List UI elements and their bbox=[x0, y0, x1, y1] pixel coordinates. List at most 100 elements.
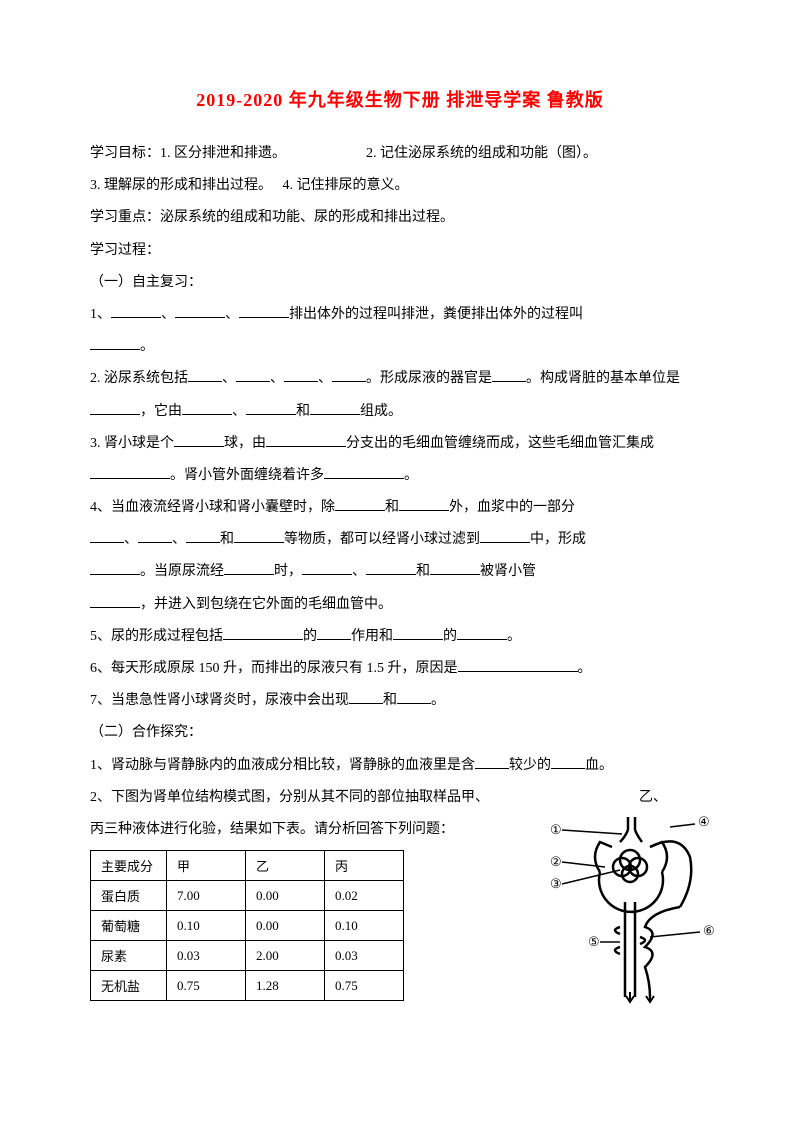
label-6: ⑥ bbox=[703, 923, 715, 938]
process-label: 学习过程： bbox=[90, 235, 710, 267]
q2-b2: 、 bbox=[270, 371, 284, 386]
blank bbox=[399, 496, 449, 511]
cq2-b: 乙、 bbox=[639, 790, 667, 805]
section-2-header: （二）合作探究： bbox=[90, 717, 710, 749]
q4-f: 中，形成 bbox=[530, 532, 586, 547]
question-2: 2. 泌尿系统包括、、、。形成尿液的器官是。构成肾脏的基本单位是，它由、和组成。 bbox=[90, 363, 710, 427]
q4-k: ，并进入到包绕在它外面的毛细血管中。 bbox=[140, 597, 392, 612]
blank bbox=[551, 754, 585, 769]
cell: 0.03 bbox=[325, 941, 404, 971]
goal-2: 2. 记住泌尿系统的组成和功能（图）。 bbox=[366, 146, 597, 161]
blank bbox=[186, 528, 220, 543]
q2-b1: 、 bbox=[222, 371, 236, 386]
q4-d1: 、 bbox=[124, 532, 138, 547]
question-1: 1、、、排出体外的过程叫排泄，粪便排出体外的过程叫。 bbox=[90, 299, 710, 363]
blank bbox=[90, 560, 140, 575]
cq1-b: 较少的 bbox=[509, 758, 551, 773]
q4-d2: 、 bbox=[172, 532, 186, 547]
composition-table: 主要成分 甲 乙 丙 蛋白质 7.00 0.00 0.02 葡萄糖 0.10 0… bbox=[90, 850, 404, 1001]
label-3: ③ bbox=[550, 876, 562, 891]
blank bbox=[138, 528, 172, 543]
document-title: 2019-2020 年九年级生物下册 排泄导学案 鲁教版 bbox=[90, 86, 710, 112]
learning-goals-line2: 3. 理解尿的形成和排出过程。 4. 记住排尿的意义。 bbox=[90, 170, 710, 202]
q1-c: 、 bbox=[225, 307, 239, 322]
blank bbox=[224, 560, 274, 575]
blank bbox=[174, 432, 224, 447]
table-row: 尿素 0.03 2.00 0.03 bbox=[91, 941, 404, 971]
table-row: 无机盐 0.75 1.28 0.75 bbox=[91, 971, 404, 1001]
blank bbox=[90, 400, 140, 415]
blank bbox=[397, 689, 431, 704]
learning-focus: 学习重点：泌尿系统的组成和功能、尿的形成和排出过程。 bbox=[90, 202, 710, 234]
blank bbox=[310, 400, 360, 415]
th-c: 丙 bbox=[325, 851, 404, 881]
cell: 尿素 bbox=[91, 941, 167, 971]
cell: 0.75 bbox=[325, 971, 404, 1001]
q2-g: 组成。 bbox=[360, 404, 402, 419]
q3-d: 。肾小管外面缠绕着许多 bbox=[170, 468, 324, 483]
q4-e: 等物质，都可以经肾小球过滤到 bbox=[284, 532, 480, 547]
cq1-c: 血。 bbox=[585, 758, 613, 773]
focus-text: 泌尿系统的组成和功能、尿的形成和排出过程。 bbox=[160, 210, 454, 225]
worksheet-page: 2019-2020 年九年级生物下册 排泄导学案 鲁教版 学习目标：1. 区分排… bbox=[0, 0, 800, 1041]
blank bbox=[111, 303, 161, 318]
q4-a: 4、当血液流经肾小球和肾小囊壁时，除 bbox=[90, 500, 335, 515]
q2-c: 。形成尿液的器官是 bbox=[366, 371, 492, 386]
collab-question-2b: 丙三种液体进行化验，结果如下表。请分析回答下列问题： bbox=[90, 814, 510, 846]
q2-a: 2. 泌尿系统包括 bbox=[90, 371, 188, 386]
th-b: 乙 bbox=[246, 851, 325, 881]
goals-label: 学习目标： bbox=[90, 146, 160, 161]
q7-b: 和 bbox=[383, 693, 397, 708]
blank bbox=[90, 528, 124, 543]
blank bbox=[266, 432, 346, 447]
cell: 0.00 bbox=[246, 881, 325, 911]
q7-a: 7、当患急性肾小球肾炎时，尿液中会出现 bbox=[90, 693, 349, 708]
q3-b: 球，由 bbox=[224, 436, 266, 451]
q7-c: 。 bbox=[431, 693, 445, 708]
question-7: 7、当患急性肾小球肾炎时，尿液中会出现 和 。 bbox=[90, 685, 710, 717]
blank bbox=[284, 367, 318, 382]
q5-c: 作用和 bbox=[351, 629, 393, 644]
label-2: ② bbox=[550, 854, 562, 869]
goal-4: 4. 记住排尿的意义。 bbox=[283, 178, 409, 193]
blank bbox=[90, 593, 140, 608]
cell: 葡萄糖 bbox=[91, 911, 167, 941]
q4-h: 时， bbox=[274, 564, 302, 579]
q4-j: 被肾小管 bbox=[480, 564, 536, 579]
cell: 0.75 bbox=[167, 971, 246, 1001]
cq2-c: 丙三种液体进行化验，结果如下表。请分析回答下列问题： bbox=[90, 822, 454, 837]
blank bbox=[458, 657, 578, 672]
blank bbox=[90, 335, 140, 350]
cell: 7.00 bbox=[167, 881, 246, 911]
q6-a: 6、每天形成原尿 150 升，而排出的尿液只有 1.5 升，原因是 bbox=[90, 661, 458, 676]
blank bbox=[302, 560, 352, 575]
learning-goals-line1: 学习目标：1. 区分排泄和排遗。 2. 记住泌尿系统的组成和功能（图）。 bbox=[90, 138, 710, 170]
cell: 无机盐 bbox=[91, 971, 167, 1001]
q5-b: 的 bbox=[303, 629, 317, 644]
blank bbox=[492, 367, 526, 382]
blank bbox=[475, 754, 509, 769]
blank bbox=[182, 400, 232, 415]
blank bbox=[324, 464, 404, 479]
q5-a: 5、尿的形成过程包括 bbox=[90, 629, 223, 644]
blank bbox=[223, 625, 303, 640]
blank bbox=[90, 464, 170, 479]
cell: 0.02 bbox=[325, 881, 404, 911]
q2-f1: 、 bbox=[232, 404, 246, 419]
blank bbox=[335, 496, 385, 511]
table-row: 蛋白质 7.00 0.00 0.02 bbox=[91, 881, 404, 911]
label-5: ⑤ bbox=[588, 934, 600, 949]
label-4: ④ bbox=[698, 814, 710, 829]
goal-1: 1. 区分排泄和排遗。 bbox=[160, 146, 286, 161]
q1-a: 1、 bbox=[90, 307, 111, 322]
collab-question-1: 1、肾动脉与肾静脉内的血液成分相比较，肾静脉的血液里是含 较少的 血。 bbox=[90, 750, 710, 782]
q4-i2: 和 bbox=[416, 564, 430, 579]
cq1-a: 1、肾动脉与肾静脉内的血液成分相比较，肾静脉的血液里是含 bbox=[90, 758, 475, 773]
q3-e: 。 bbox=[404, 468, 418, 483]
cell: 0.10 bbox=[167, 911, 246, 941]
focus-label: 学习重点： bbox=[90, 210, 160, 225]
cell: 0.03 bbox=[167, 941, 246, 971]
q6-b: 。 bbox=[578, 661, 592, 676]
blank bbox=[236, 367, 270, 382]
cell: 蛋白质 bbox=[91, 881, 167, 911]
